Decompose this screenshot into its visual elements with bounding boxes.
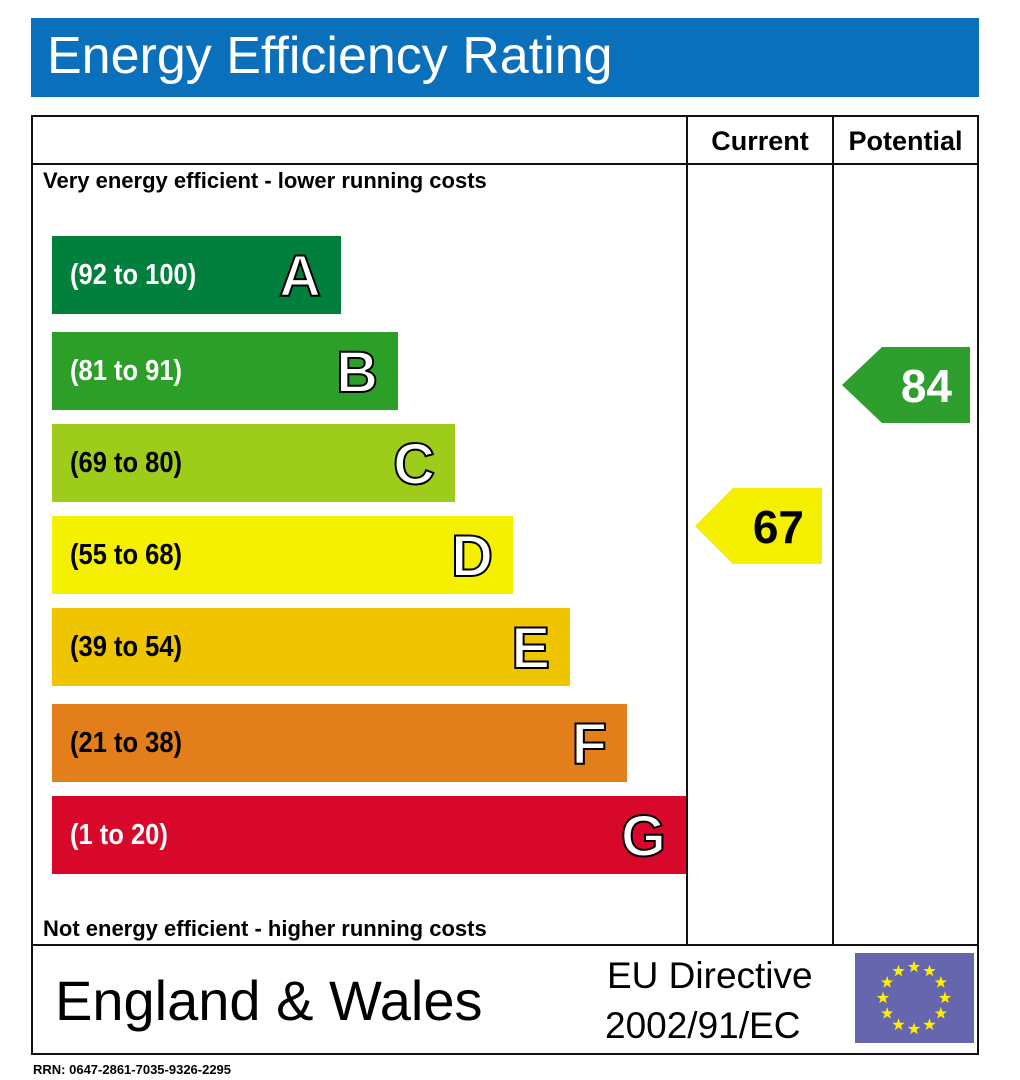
rrn: RRN: 0647-2861-7035-9326-2295 (33, 1062, 232, 1077)
region-label: England & Wales (55, 969, 483, 1032)
top-note: Very energy efficient - lower running co… (43, 168, 487, 193)
band-b: (81 to 91) B (52, 332, 398, 410)
band-letter: A (278, 243, 322, 310)
directive-line-1: EU Directive (607, 955, 813, 996)
frame-top (31, 115, 979, 117)
footer-divider (31, 944, 979, 946)
star-icon (934, 1007, 947, 1019)
current-arrow-shape (695, 488, 822, 564)
band-range: (21 to 38) (70, 727, 183, 759)
band-f: (21 to 38) F (52, 704, 627, 782)
eu-flag-icon (855, 953, 974, 1043)
band-letter: D (450, 523, 494, 590)
current-column-header: Current (711, 126, 809, 156)
band-d: (55 to 68) D (52, 516, 513, 594)
band-letter: B (335, 339, 379, 406)
band-letter: C (392, 431, 436, 498)
band-range: (1 to 20) (70, 819, 168, 851)
band-letter: F (571, 711, 608, 778)
star-icon (923, 1018, 936, 1031)
potential-arrow-shape (842, 347, 970, 423)
star-icon (881, 976, 894, 988)
current-rating-value: 67 (752, 501, 804, 553)
star-icon (892, 964, 905, 977)
potential-rating-arrow: 84 (842, 347, 970, 423)
bottom-note: Not energy efficient - higher running co… (43, 916, 487, 941)
band-range: (39 to 54) (70, 631, 183, 663)
potential-column-divider (832, 115, 834, 945)
header-divider (31, 163, 979, 165)
title: Energy Efficiency Rating (47, 27, 613, 85)
band-range: (81 to 91) (70, 355, 183, 387)
band-c: (69 to 80) C (52, 424, 455, 502)
potential-column-header: Potential (848, 126, 963, 156)
star-icon (938, 991, 952, 1004)
star-icon (876, 991, 890, 1004)
band-range: (92 to 100) (70, 259, 197, 291)
star-icon (907, 960, 921, 973)
band-e: (39 to 54) E (52, 608, 570, 686)
star-icon (881, 1007, 894, 1019)
band-range: (55 to 68) (70, 539, 183, 571)
band-letter: G (620, 803, 667, 870)
current-column-divider (686, 115, 688, 945)
star-icon (892, 1018, 905, 1031)
title-banner: Energy Efficiency Rating (31, 18, 979, 97)
star-icon (934, 976, 947, 988)
band-range: (69 to 80) (70, 447, 183, 479)
directive-line-2: 2002/91/EC (605, 1005, 801, 1046)
frame-right (977, 115, 979, 1055)
potential-rating-value: 84 (900, 360, 952, 412)
band-letter: E (510, 615, 551, 682)
band-g: (1 to 20) G (52, 796, 686, 874)
star-icon (907, 1022, 921, 1035)
frame-left (31, 115, 33, 1055)
band-a: (92 to 100) A (52, 236, 341, 314)
frame-bottom (31, 1053, 979, 1055)
star-icon (923, 964, 936, 977)
current-rating-arrow: 67 (695, 488, 822, 564)
